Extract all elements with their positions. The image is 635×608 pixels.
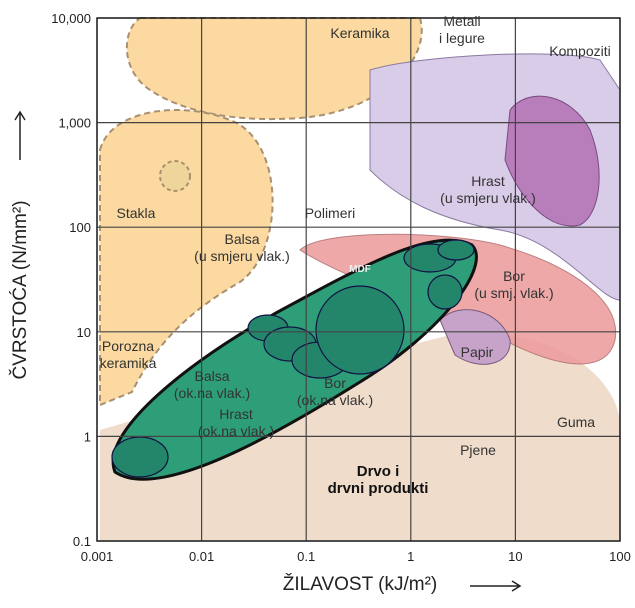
- y-tick-label: 100: [69, 220, 91, 235]
- region-label: i legure: [439, 30, 485, 46]
- region-label: Hrast: [219, 406, 253, 422]
- x-axis-title: ŽILAVOST (kJ/m²): [283, 573, 437, 595]
- region-label: Drvo i: [357, 463, 400, 480]
- region-label: MDF: [349, 264, 371, 275]
- region-label: Hrast: [471, 173, 505, 189]
- region-glass: [159, 160, 191, 192]
- region-sub: [437, 239, 475, 261]
- region-label: Metali: [443, 13, 480, 29]
- region-label: Balsa: [224, 231, 259, 247]
- region-sub: [427, 274, 463, 310]
- region-label: Papir: [461, 344, 494, 360]
- region-mdf: [315, 285, 405, 375]
- x-tick-label: 10: [508, 549, 522, 564]
- region-label: Balsa: [194, 368, 229, 384]
- region-label: Kompoziti: [549, 43, 610, 59]
- regions: [99, 17, 621, 540]
- y-tick-label: 1: [84, 429, 91, 444]
- region-label: Guma: [557, 414, 595, 430]
- x-tick-label: 0.01: [189, 549, 214, 564]
- arrow: [470, 580, 522, 592]
- region-label: Pjene: [460, 442, 496, 458]
- arrow: [14, 110, 26, 160]
- region-label: Stakla: [117, 205, 156, 221]
- region-label: drvni produkti: [328, 480, 429, 497]
- region-label: (ok.na vlak.): [198, 423, 274, 439]
- x-tick-label: 100: [609, 549, 631, 564]
- region-label: Polimeri: [305, 205, 356, 221]
- y-tick-label: 10: [77, 325, 91, 340]
- y-tick-label: 10,000: [51, 11, 91, 26]
- region-label: (u smj. vlak.): [474, 285, 553, 301]
- region-label: keramika: [100, 355, 157, 371]
- x-tick-label: 0.1: [297, 549, 315, 564]
- region-sub: [111, 436, 169, 478]
- region-composites: [504, 95, 600, 227]
- region-label: Porozna: [102, 338, 154, 354]
- region-label: Bor: [324, 375, 346, 391]
- x-tick-label: 1: [407, 549, 414, 564]
- y-tick-label: 1,000: [58, 116, 91, 131]
- region-label: (ok.na vlak.): [174, 385, 250, 401]
- region-label: Keramika: [330, 25, 389, 41]
- y-tick-label: 0.1: [73, 534, 91, 549]
- y-axis-title: ČVRSTOĆA (N/mm²): [9, 200, 31, 379]
- region-label: (ok.na vlak.): [297, 392, 373, 408]
- region-label: (u smjeru vlak.): [194, 248, 290, 264]
- plot-frame: [96, 17, 621, 542]
- region-label: (u smjeru vlak.): [440, 190, 536, 206]
- region-label: Bor: [503, 268, 525, 284]
- region-paper: [439, 309, 511, 365]
- x-tick-label: 0.001: [81, 549, 114, 564]
